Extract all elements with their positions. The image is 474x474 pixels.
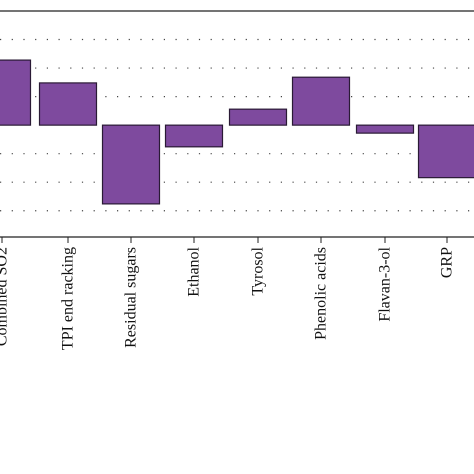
bar-phenolic-acids [291,76,351,126]
bar-ethanol [164,124,224,148]
bar-flavan-3-ol [355,124,415,134]
x-tick-label: Phenolic acids [313,247,330,340]
x-tick-labels: Combined SO2 TPI end racking Residual suga… [0,246,456,350]
x-tick-label: Ethanol [186,246,203,296]
bar-tpi-end-racking [38,82,98,126]
x-tick-label: Flavan-3-ol [377,246,394,321]
x-tick-label: GRP [439,247,456,278]
bars [0,59,474,205]
x-ticks [1,237,448,243]
bar-tyrosol [228,108,288,126]
x-tick-label: TPI end racking [60,247,77,350]
bar-grp [417,124,474,179]
x-tick-label: Residual sugars [123,247,140,348]
bar-residual-sugars [101,124,161,205]
x-tick-label: Tyrosol [250,246,267,295]
x-tick-label: Combined SO2 [0,247,11,346]
bar-combined-so2 [0,59,32,126]
